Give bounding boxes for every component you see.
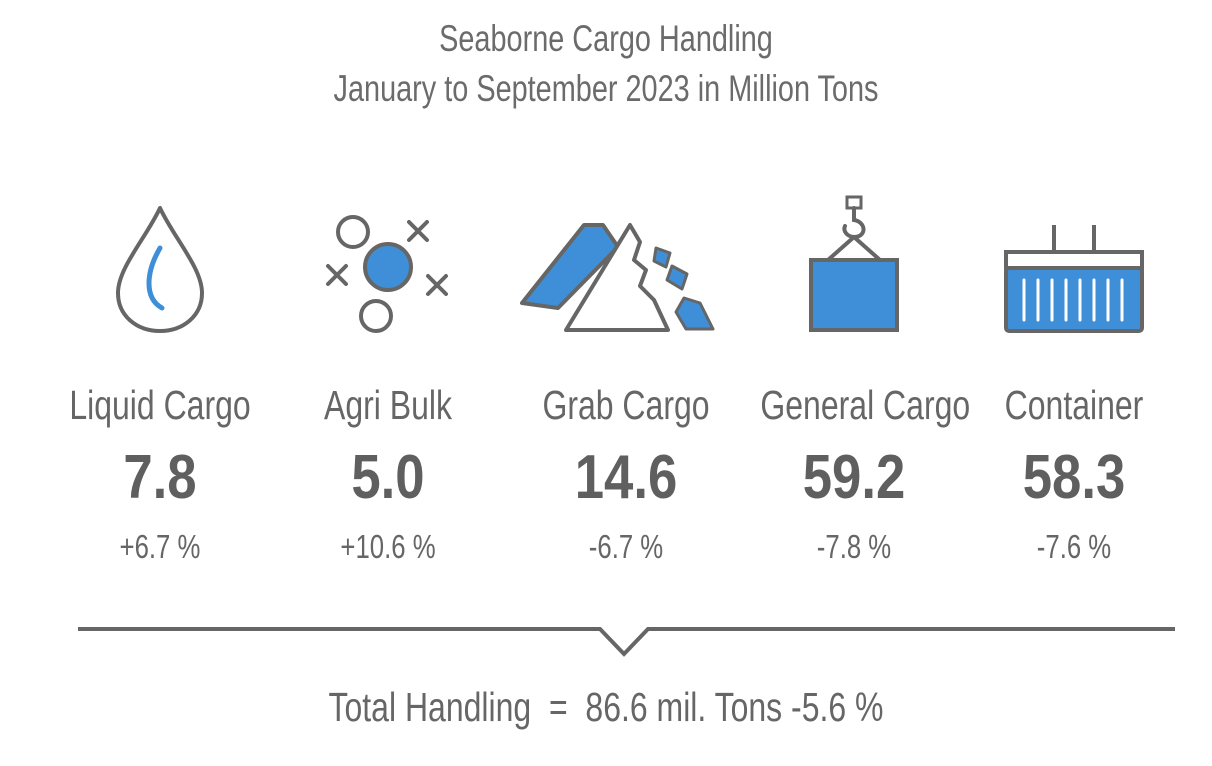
category-label: Container	[1004, 382, 1144, 428]
category-label: Liquid Cargo	[69, 382, 251, 428]
category-column: General Cargo 59.2 -7.8 %	[734, 190, 974, 590]
category-column: Agri Bulk 5.0 +10.6 %	[268, 190, 508, 590]
total-change: -5.6 %	[791, 684, 884, 730]
total-handling-line: Total Handling = 86.6 mil. Tons -5.6 %	[133, 684, 1078, 731]
shipping-container-icon	[1004, 225, 1144, 333]
category-label: Agri Bulk	[324, 382, 452, 428]
category-value: 7.8	[123, 443, 197, 512]
category-value: 58.3	[1022, 443, 1126, 512]
category-value: 14.6	[574, 443, 678, 512]
category-change: -7.8 %	[816, 528, 892, 565]
chart-subtitle: January to September 2023 in Million Ton…	[333, 68, 879, 109]
category-value: 5.0	[351, 443, 425, 512]
total-equals: =	[548, 684, 568, 730]
category-change: -6.7 %	[588, 528, 664, 565]
category-change: +6.7 %	[119, 528, 201, 565]
category-column: Liquid Cargo 7.8 +6.7 %	[40, 190, 280, 590]
category-column: Grab Cargo 14.6 -6.7 %	[506, 190, 746, 590]
category-change: -7.6 %	[1036, 528, 1112, 565]
droplet-icon	[116, 206, 204, 333]
total-label: Total Handling	[328, 684, 532, 730]
crane-hook-icon	[809, 195, 899, 332]
category-label: Grab Cargo	[542, 382, 710, 428]
total-value: 86.6 mil. Tons	[585, 684, 783, 730]
category-label: General Cargo	[760, 382, 971, 428]
category-value: 59.2	[802, 443, 906, 512]
chart-title: Seaborne Cargo Handling	[439, 18, 773, 59]
bulk-pile-icon	[520, 223, 715, 332]
category-column: Container 58.3 -7.6 %	[954, 190, 1194, 590]
summary-divider	[78, 627, 1175, 657]
grain-icon	[326, 215, 448, 333]
category-change: +10.6 %	[340, 528, 436, 565]
